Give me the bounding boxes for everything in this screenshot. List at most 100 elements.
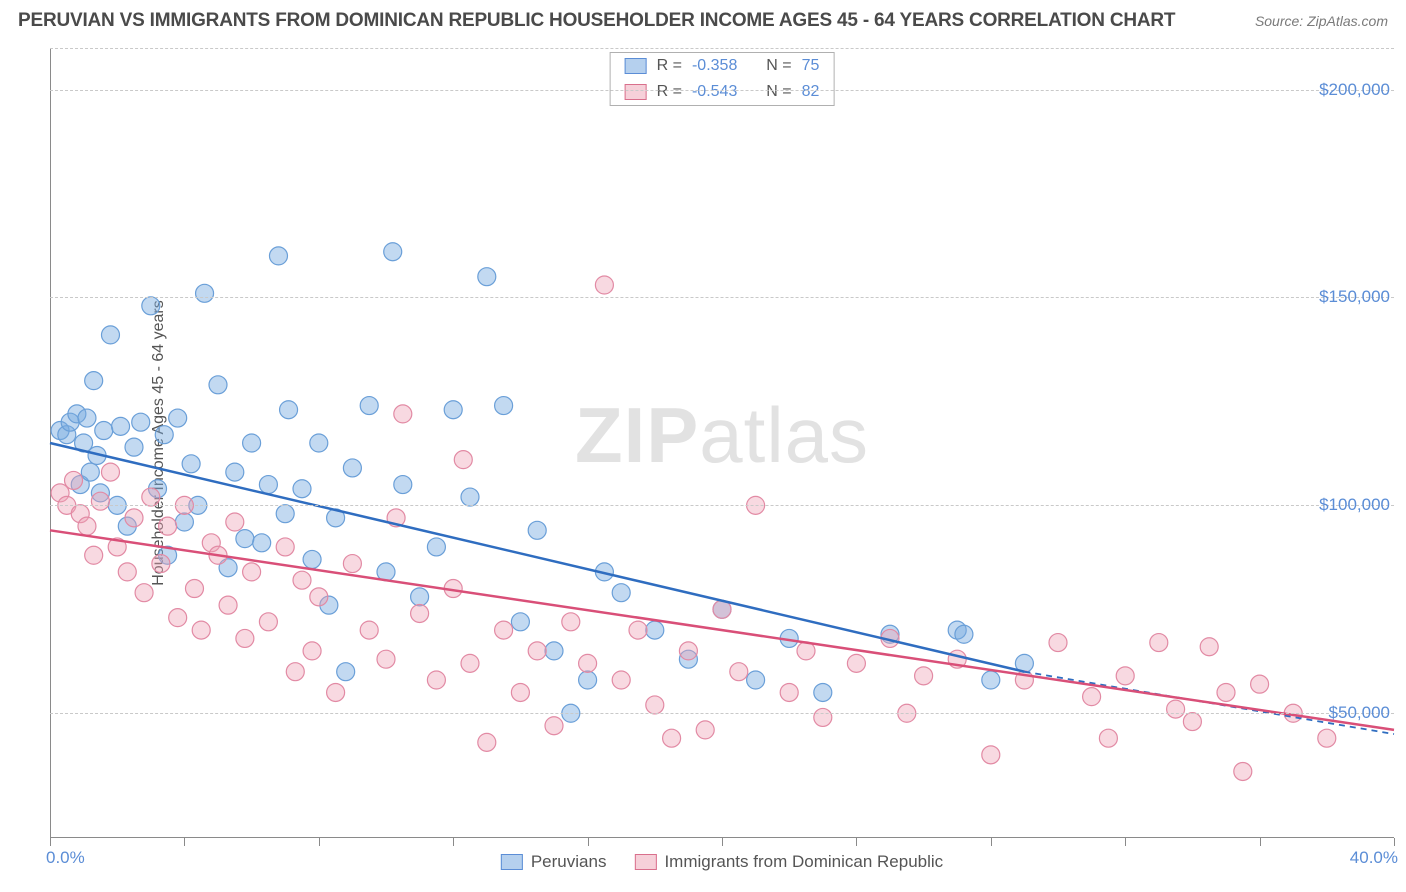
x-tick xyxy=(319,838,320,846)
data-point xyxy=(394,476,412,494)
data-point xyxy=(1049,634,1067,652)
r-label: R = xyxy=(657,57,682,75)
data-point xyxy=(444,401,462,419)
data-point xyxy=(1234,762,1252,780)
title-bar: PERUVIAN VS IMMIGRANTS FROM DOMINICAN RE… xyxy=(0,0,1406,40)
data-point xyxy=(1116,667,1134,685)
data-point xyxy=(182,455,200,473)
legend-label: Peruvians xyxy=(531,852,607,872)
data-point xyxy=(454,451,472,469)
data-point xyxy=(427,671,445,689)
legend-stats-row: R = -0.543 N = 82 xyxy=(611,79,834,105)
gridline xyxy=(50,48,1394,49)
chart-title: PERUVIAN VS IMMIGRANTS FROM DOMINICAN RE… xyxy=(18,10,1175,32)
data-point xyxy=(814,708,832,726)
r-value: -0.358 xyxy=(692,57,737,75)
y-tick-label: $100,000 xyxy=(1319,495,1396,515)
legend-series: Peruvians Immigrants from Dominican Repu… xyxy=(501,852,943,872)
data-point xyxy=(175,513,193,531)
x-tick xyxy=(184,838,185,846)
data-point xyxy=(169,409,187,427)
data-point xyxy=(562,613,580,631)
data-point xyxy=(85,546,103,564)
data-point xyxy=(142,488,160,506)
data-point xyxy=(286,663,304,681)
gridline xyxy=(50,90,1394,91)
data-point xyxy=(65,471,83,489)
data-point xyxy=(125,509,143,527)
data-point xyxy=(528,521,546,539)
y-tick-label: $50,000 xyxy=(1329,703,1396,723)
data-point xyxy=(411,588,429,606)
data-point xyxy=(185,580,203,598)
data-point xyxy=(95,422,113,440)
data-point xyxy=(112,417,130,435)
data-point xyxy=(1200,638,1218,656)
data-point xyxy=(253,534,271,552)
data-point xyxy=(696,721,714,739)
gridline xyxy=(50,505,1394,506)
data-point xyxy=(219,596,237,614)
data-point xyxy=(360,397,378,415)
data-point xyxy=(394,405,412,423)
data-point xyxy=(545,717,563,735)
data-point xyxy=(1150,634,1168,652)
gridline xyxy=(50,713,1394,714)
data-point xyxy=(528,642,546,660)
data-point xyxy=(91,492,109,510)
data-point xyxy=(236,530,254,548)
y-tick-label: $200,000 xyxy=(1319,80,1396,100)
swatch-pink-icon xyxy=(634,854,656,870)
n-value: 82 xyxy=(802,83,820,101)
data-point xyxy=(495,621,513,639)
data-point xyxy=(1099,729,1117,747)
data-point xyxy=(276,505,294,523)
data-point xyxy=(343,555,361,573)
data-point xyxy=(612,671,630,689)
data-point xyxy=(646,621,664,639)
data-point xyxy=(1318,729,1336,747)
x-tick xyxy=(1260,838,1261,846)
data-point xyxy=(579,671,597,689)
data-point xyxy=(209,376,227,394)
data-point xyxy=(384,243,402,261)
legend-item: Peruvians xyxy=(501,852,607,872)
data-point xyxy=(747,671,765,689)
data-point xyxy=(269,247,287,265)
data-point xyxy=(280,401,298,419)
source-label: Source: ZipAtlas.com xyxy=(1255,13,1388,29)
data-point xyxy=(142,297,160,315)
data-point xyxy=(196,284,214,302)
data-point xyxy=(101,463,119,481)
x-tick xyxy=(1394,838,1395,846)
x-tick xyxy=(588,838,589,846)
data-point xyxy=(1217,683,1235,701)
chart-svg xyxy=(50,48,1394,838)
legend-stats: R = -0.358 N = 75 R = -0.543 N = 82 xyxy=(610,52,835,106)
x-axis-max-label: 40.0% xyxy=(1350,848,1398,868)
data-point xyxy=(511,683,529,701)
data-point xyxy=(411,604,429,622)
data-point xyxy=(495,397,513,415)
data-point xyxy=(118,563,136,581)
data-point xyxy=(236,629,254,647)
data-point xyxy=(982,746,1000,764)
legend-item: Immigrants from Dominican Republic xyxy=(634,852,943,872)
data-point xyxy=(78,517,96,535)
data-point xyxy=(132,413,150,431)
data-point xyxy=(663,729,681,747)
n-label: N = xyxy=(766,57,791,75)
data-point xyxy=(814,683,832,701)
data-point xyxy=(595,276,613,294)
data-point xyxy=(226,513,244,531)
data-point xyxy=(982,671,1000,689)
data-point xyxy=(461,654,479,672)
swatch-blue-icon xyxy=(625,58,647,74)
data-point xyxy=(478,733,496,751)
data-point xyxy=(169,609,187,627)
data-point xyxy=(612,584,630,602)
legend-stats-row: R = -0.358 N = 75 xyxy=(611,53,834,79)
data-point xyxy=(293,480,311,498)
data-point xyxy=(1083,688,1101,706)
data-point xyxy=(545,642,563,660)
